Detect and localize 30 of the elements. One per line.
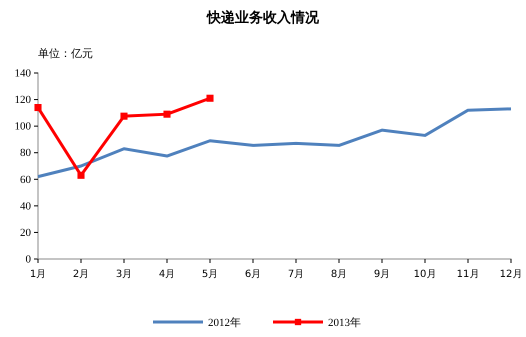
x-tick-label: 9月: [374, 269, 390, 280]
y-tick-label: 140: [14, 68, 32, 80]
point: [163, 110, 171, 118]
y-tick-label: 40: [20, 200, 32, 212]
point: [206, 94, 214, 102]
point: [34, 104, 42, 112]
y-tick-label: 20: [20, 226, 32, 239]
legend-label: 2012年: [208, 317, 241, 329]
x-tick-label: 6月: [244, 269, 262, 280]
point: [77, 172, 85, 179]
chart-title: 快递业务收入情况: [206, 9, 320, 26]
x-tick-label: 2月: [72, 269, 90, 280]
x-tick-label: 12月: [500, 269, 522, 280]
x-tick-label: 7月: [288, 269, 304, 280]
x-tick-label: 8月: [330, 269, 348, 280]
x-tick-label: 4月: [158, 269, 176, 280]
x-tick-label: 10月: [414, 269, 436, 280]
legend-label: 2013年: [328, 317, 361, 329]
x-tick-label: 1月: [30, 269, 46, 280]
x-tick-label: 5月: [202, 269, 218, 280]
y-tick-label: 0: [26, 254, 32, 266]
x-tick-label: 3月: [116, 269, 132, 280]
x-tick-label: 11月: [456, 269, 480, 280]
y-tick-label: 80: [20, 147, 32, 160]
y-tick-label: 120: [14, 94, 32, 106]
y-axis-title: 单位：亿元: [38, 47, 93, 60]
y-tick-label: 60: [20, 174, 32, 186]
point: [120, 112, 128, 120]
line-series: [36, 107, 512, 178]
y-tick-label: 100: [14, 120, 32, 133]
